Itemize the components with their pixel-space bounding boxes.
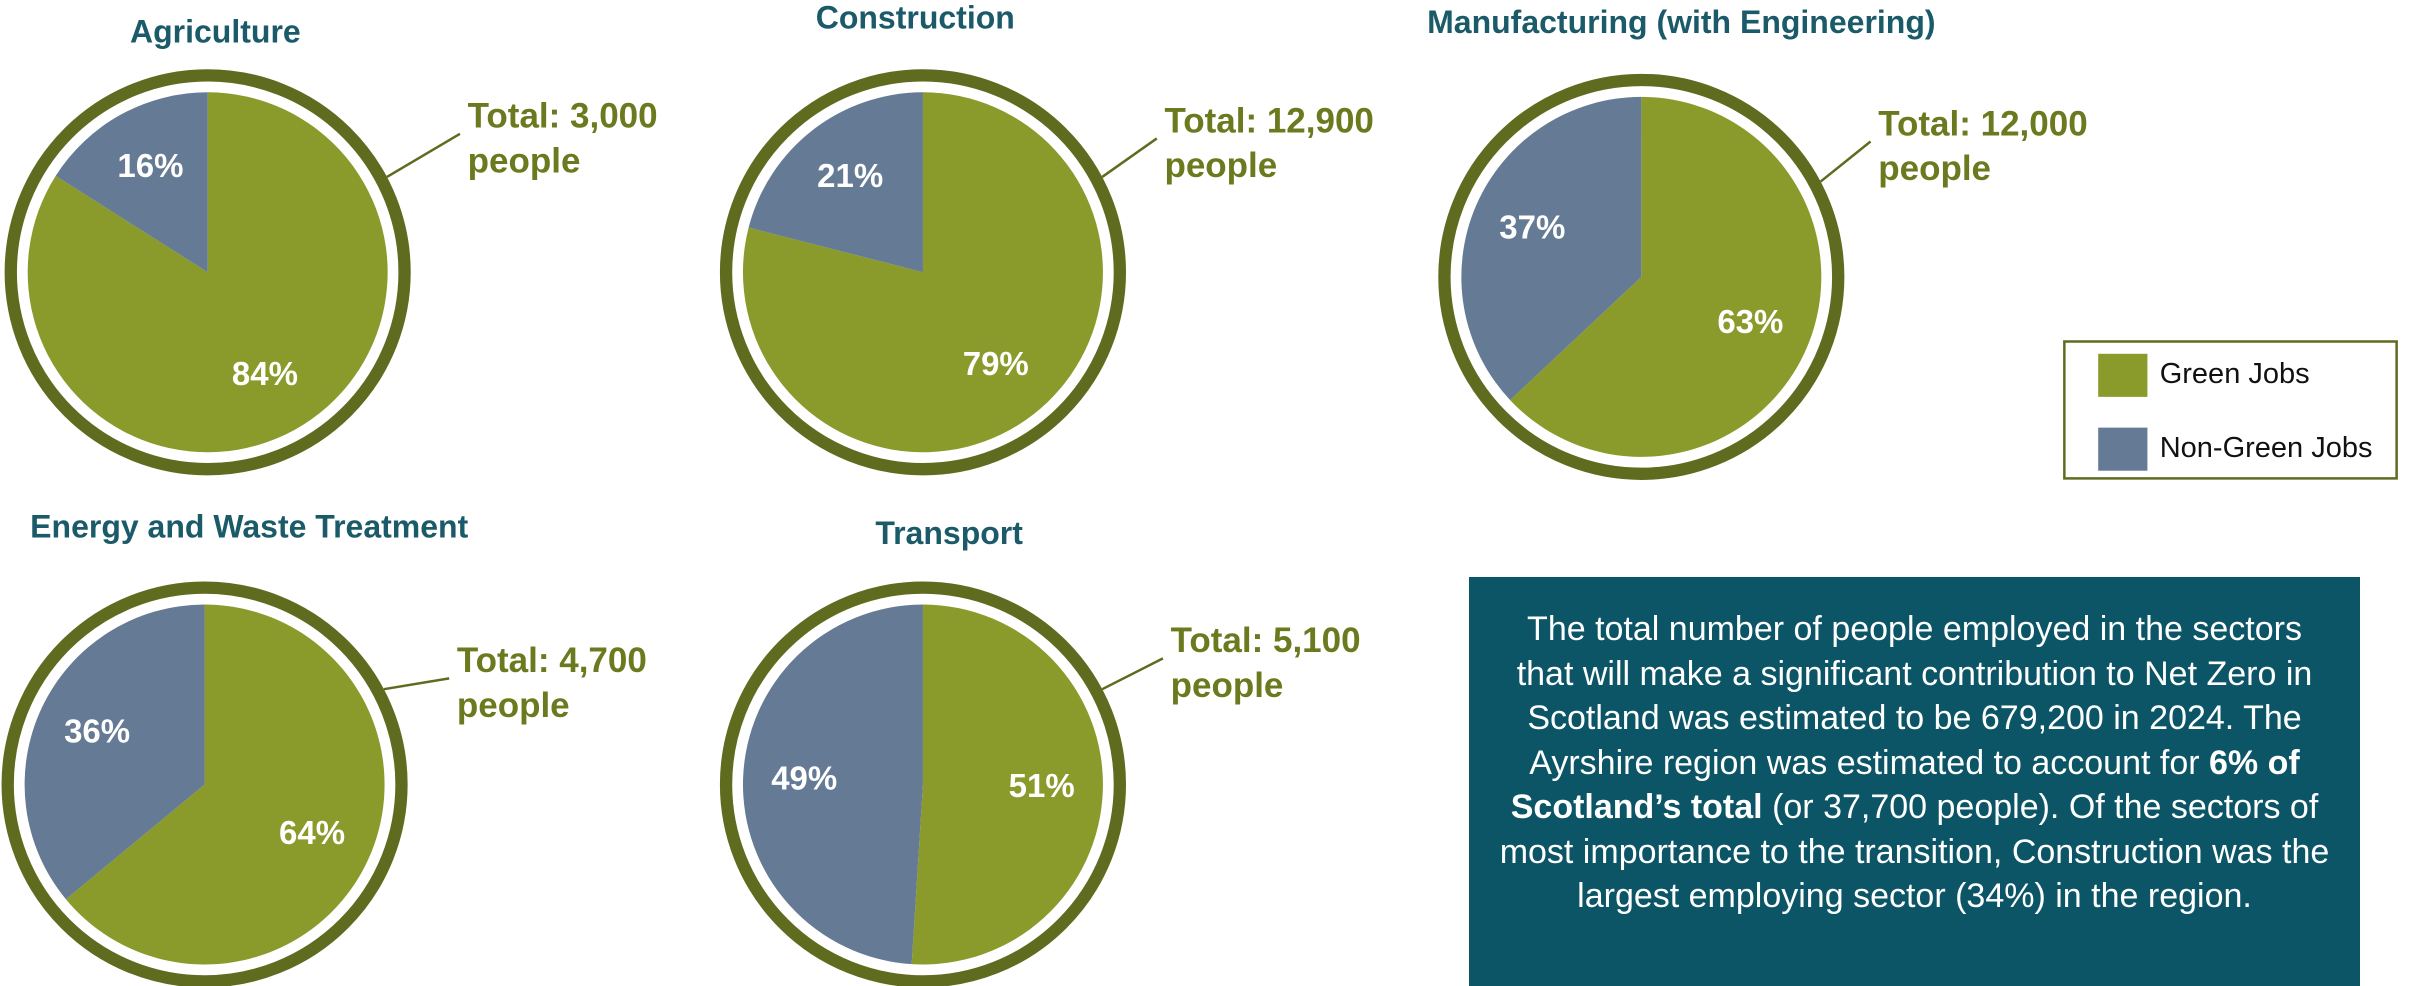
- pie-ring: [719, 581, 1126, 986]
- total-label: people: [468, 141, 581, 180]
- value-label: 49%: [771, 760, 837, 797]
- pie-ring: [719, 69, 1127, 476]
- legend-label: Non-Green Jobs: [2160, 432, 2373, 464]
- leader-line: [383, 677, 450, 691]
- total-label: Total: 12,000: [1878, 104, 2087, 143]
- value-label: 36%: [64, 713, 130, 750]
- pie-slice: [65, 604, 385, 965]
- value-label: 16%: [117, 147, 183, 184]
- leader-line: [386, 132, 461, 179]
- pie-ring: [4, 69, 411, 476]
- note-text: The total number of people employed in t…: [1516, 610, 2313, 782]
- legend-swatch: [2098, 353, 2148, 397]
- total-label: Total: 5,100: [1171, 621, 1361, 660]
- pie-slice: [742, 92, 1103, 453]
- pie-title: Manufacturing (with Engineering): [1427, 4, 1935, 40]
- note-text: (or 37,700 people). Of the sectors of mo…: [1499, 788, 2330, 915]
- pie-ring: [1, 581, 408, 986]
- total-label: people: [1171, 666, 1284, 705]
- pie-slice: [24, 604, 205, 900]
- legend-label: Green Jobs: [2160, 358, 2310, 390]
- value-label: 84%: [232, 355, 298, 392]
- value-label: 51%: [1009, 767, 1075, 804]
- total-label: people: [1878, 149, 1991, 188]
- total-label: people: [457, 686, 570, 725]
- pie-slice: [911, 604, 1103, 965]
- value-label: 63%: [1717, 303, 1783, 340]
- pie-title: Energy and Waste Treatment: [30, 509, 468, 545]
- total-label: people: [1164, 146, 1277, 185]
- pie-title: Transport: [875, 515, 1023, 551]
- pie-slice: [55, 92, 208, 273]
- pie-slice: [27, 92, 388, 453]
- leader-line: [1101, 657, 1164, 691]
- total-label: Total: 12,900: [1164, 101, 1373, 140]
- value-label: 37%: [1499, 208, 1565, 245]
- leader-line: [1101, 137, 1158, 178]
- pie-slice: [748, 92, 923, 273]
- value-label: 21%: [817, 157, 883, 194]
- pie-slice: [1461, 96, 1642, 401]
- pie-slice: [1510, 96, 1822, 457]
- pie-title: Construction: [816, 0, 1015, 35]
- note-bold: 6% of Scotland’s total: [1510, 743, 2300, 827]
- value-label: 79%: [963, 345, 1029, 382]
- total-label: Total: 3,000: [468, 97, 658, 136]
- pie-ring: [1438, 73, 1845, 480]
- total-label: Total: 4,700: [457, 641, 647, 680]
- leader-line: [1819, 140, 1872, 183]
- summary-box: The total number of people employed in t…: [1469, 577, 2360, 986]
- value-label: 64%: [279, 814, 345, 851]
- pie-slice: [742, 604, 923, 965]
- pie-title: Agriculture: [130, 13, 301, 49]
- legend-swatch: [2098, 427, 2148, 471]
